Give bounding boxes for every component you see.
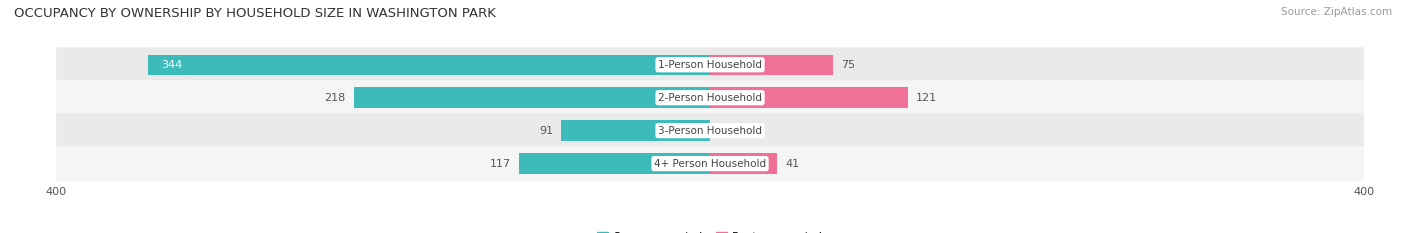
Text: 344: 344: [160, 60, 183, 70]
Text: 218: 218: [325, 93, 346, 103]
Bar: [519, 153, 710, 174]
Text: 2-Person Household: 2-Person Household: [658, 93, 762, 103]
Text: 3-Person Household: 3-Person Household: [658, 126, 762, 136]
FancyBboxPatch shape: [56, 113, 1364, 148]
Legend: Owner-occupied, Renter-occupied: Owner-occupied, Renter-occupied: [593, 227, 827, 233]
Text: OCCUPANCY BY OWNERSHIP BY HOUSEHOLD SIZE IN WASHINGTON PARK: OCCUPANCY BY OWNERSHIP BY HOUSEHOLD SIZE…: [14, 7, 496, 20]
Text: 91: 91: [538, 126, 553, 136]
Bar: [710, 153, 778, 174]
Bar: [710, 87, 908, 108]
Text: 121: 121: [915, 93, 936, 103]
Text: 0: 0: [718, 126, 725, 136]
Text: 1-Person Household: 1-Person Household: [658, 60, 762, 70]
Bar: [710, 55, 832, 75]
FancyBboxPatch shape: [56, 80, 1364, 115]
Bar: [354, 87, 710, 108]
Text: 117: 117: [489, 159, 510, 169]
Text: 4+ Person Household: 4+ Person Household: [654, 159, 766, 169]
Text: Source: ZipAtlas.com: Source: ZipAtlas.com: [1281, 7, 1392, 17]
Text: 75: 75: [841, 60, 855, 70]
Text: 41: 41: [785, 159, 800, 169]
Bar: [561, 120, 710, 141]
FancyBboxPatch shape: [56, 146, 1364, 181]
FancyBboxPatch shape: [56, 47, 1364, 82]
Bar: [148, 55, 710, 75]
